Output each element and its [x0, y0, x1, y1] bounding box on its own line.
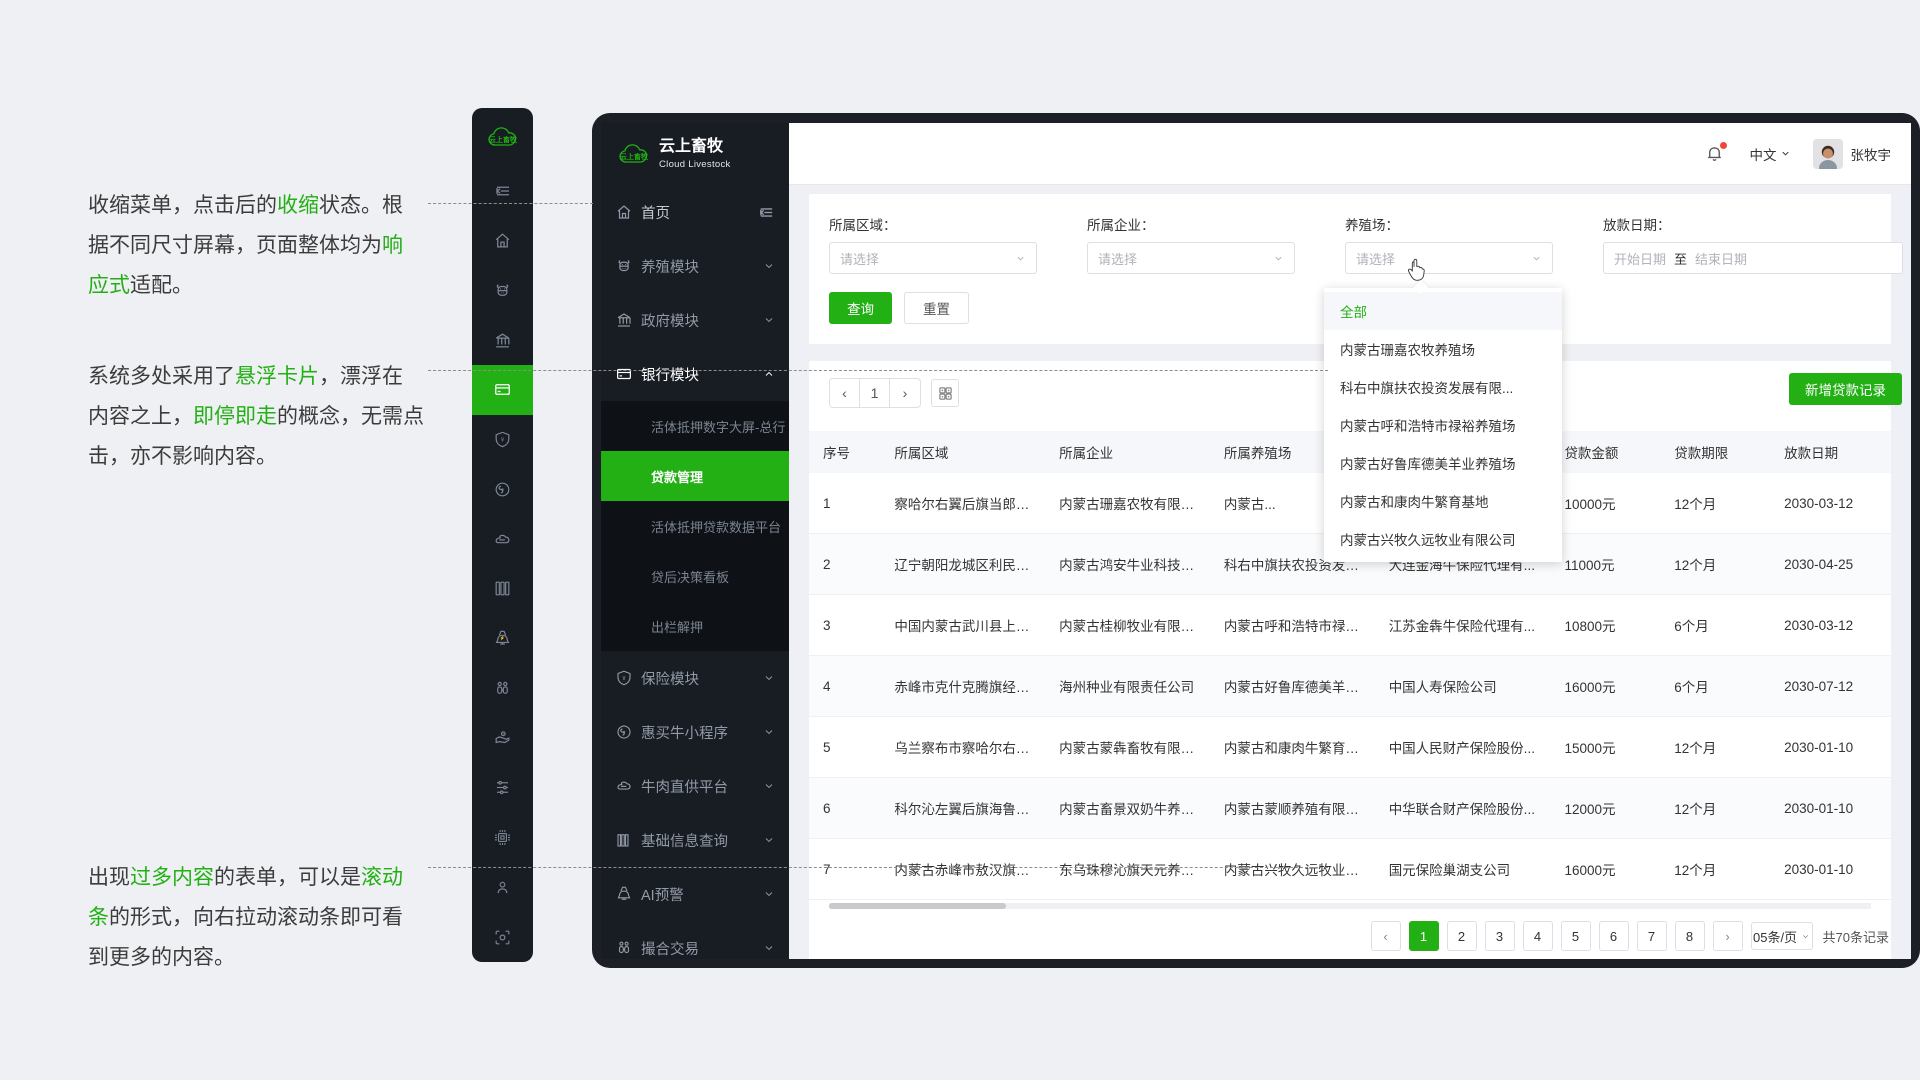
svg-text:云上畜牧: 云上畜牧 [620, 152, 649, 161]
svg-text:云上畜牧: 云上畜牧 [489, 135, 518, 144]
svg-text:¥: ¥ [501, 438, 505, 444]
svg-text:⚡: ⚡ [500, 636, 505, 642]
svg-text:¥: ¥ [623, 676, 626, 682]
